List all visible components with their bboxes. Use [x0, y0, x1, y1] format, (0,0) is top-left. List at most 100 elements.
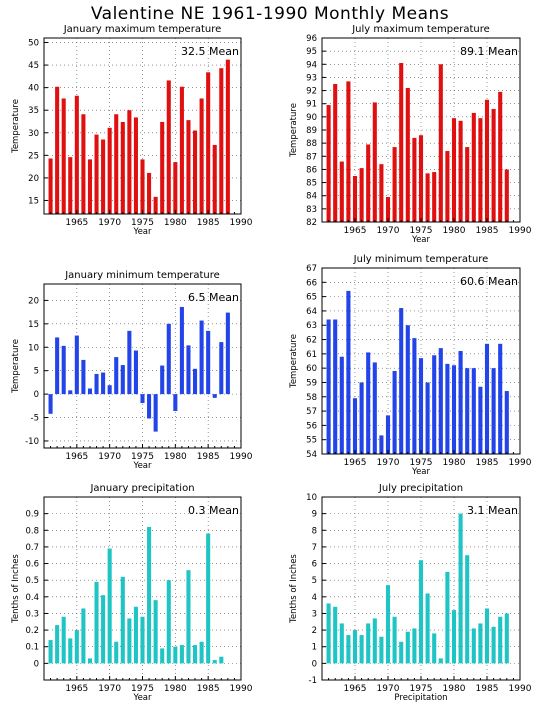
- bar-1975: [140, 616, 145, 664]
- bar-1980: [451, 610, 457, 664]
- x-tick-label: 1985: [476, 684, 499, 694]
- bar-1968: [94, 581, 99, 664]
- bar-1984: [478, 386, 483, 454]
- y-tick-label: 82: [306, 218, 317, 228]
- x-tick-label: 1965: [344, 458, 367, 468]
- y-axis-label: Tenths of Inches: [11, 554, 21, 624]
- bar-1985: [484, 99, 490, 222]
- bar-1974: [412, 338, 417, 454]
- mean-annotation: 89.1 Mean: [460, 45, 518, 58]
- mean-annotation: 6.5 Mean: [188, 291, 239, 304]
- bar-1985: [484, 608, 490, 664]
- x-tick-label: 1980: [443, 458, 466, 468]
- y-tick-label: 91: [306, 100, 317, 110]
- bar-1985: [206, 72, 211, 214]
- x-tick-label: 1980: [443, 684, 466, 694]
- bar-1972: [399, 641, 404, 664]
- bar-1984: [199, 320, 204, 395]
- y-tick-label: 95: [306, 47, 317, 57]
- y-tick-label: 3: [312, 609, 317, 619]
- bar-1981: [179, 86, 184, 214]
- bar-1973: [405, 631, 410, 664]
- y-tick-label: 0.8: [25, 526, 39, 536]
- bar-1977: [153, 196, 158, 214]
- y-tick-label: 10: [306, 493, 317, 503]
- bar-1961: [326, 105, 331, 222]
- bar-1981: [458, 120, 463, 222]
- bar-1962: [333, 84, 338, 222]
- y-tick-label: 86: [306, 165, 317, 175]
- bar-1971: [114, 114, 119, 214]
- mean-annotation: 3.1 Mean: [467, 504, 518, 517]
- y-axis-label: Temperature: [289, 334, 299, 389]
- y-tick-label: 0.7: [25, 543, 39, 553]
- x-tick-label: 1990: [509, 226, 532, 236]
- bar-1969: [101, 372, 106, 395]
- x-tick-label: 1990: [509, 684, 532, 694]
- x-axis-label: Year: [133, 461, 153, 471]
- y-tick-label: 61: [306, 350, 317, 360]
- bar-1988: [225, 59, 230, 215]
- x-tick-label: 1980: [164, 218, 187, 228]
- x-tick-label: 1980: [164, 452, 187, 462]
- x-tick-label: 1965: [344, 226, 367, 236]
- mean-annotation: 0.3 Mean: [188, 504, 239, 517]
- bar-1977: [153, 394, 158, 432]
- bar-1966: [359, 382, 364, 454]
- bar-1982: [186, 570, 191, 664]
- bar-1975: [418, 358, 424, 454]
- bar-1970: [385, 197, 391, 222]
- y-tick-label: 0.5: [25, 576, 39, 586]
- bar-1976: [425, 593, 430, 664]
- bar-1967: [366, 623, 371, 664]
- bar-1982: [465, 368, 470, 454]
- y-tick-label: 0: [34, 390, 39, 400]
- bar-1970: [107, 548, 112, 664]
- chart-title: January precipitation: [89, 483, 194, 494]
- bar-1975: [140, 159, 145, 214]
- page-title: Valentine NE 1961-1990 Monthly Means: [90, 4, 450, 24]
- bar-1983: [471, 368, 476, 454]
- bar-1962: [333, 606, 338, 664]
- bar-1963: [61, 98, 66, 214]
- bar-1969: [379, 164, 384, 222]
- y-tick-label: 87: [306, 152, 317, 162]
- chart-title: January maximum temperature: [63, 24, 222, 35]
- bar-1971: [114, 357, 119, 395]
- bar-1974: [133, 350, 138, 395]
- bar-1982: [465, 147, 470, 222]
- y-tick-label: 0.6: [25, 560, 39, 570]
- mean-annotation: 32.5 Mean: [181, 45, 239, 58]
- chart-5: 0 0.1 0.2 0.3 0.4 0.5 0.6 0.7 0.8 0.9 1965 1970 1975…: [11, 483, 253, 703]
- bar-1974: [412, 628, 417, 664]
- chart-4: 54 55 56 57 58 59 60 61 62 63 64 65 66 67 1965 1970 1975…: [289, 254, 532, 477]
- bar-1978: [160, 365, 165, 395]
- bar-1967: [366, 352, 371, 454]
- mean-annotation: 60.6 Mean: [460, 275, 518, 288]
- bar-1988: [504, 391, 509, 454]
- y-tick-label: 56: [306, 421, 317, 431]
- y-tick-label: 67: [306, 264, 317, 274]
- bar-1979: [166, 580, 171, 664]
- bar-1968: [94, 373, 99, 395]
- bar-1980: [173, 394, 178, 411]
- bar-1965: [352, 398, 358, 454]
- y-tick-label: 45: [28, 61, 39, 71]
- bar-1967: [87, 658, 93, 664]
- x-tick-label: 1975: [131, 218, 154, 228]
- bar-1967: [87, 159, 93, 214]
- bar-1965: [352, 630, 358, 664]
- bar-1968: [372, 102, 377, 222]
- bar-1980: [173, 646, 178, 664]
- x-axis-label: Year: [411, 467, 431, 477]
- bar-1975: [418, 560, 424, 664]
- bar-1969: [379, 636, 384, 664]
- x-tick-label: 1985: [197, 684, 220, 694]
- bar-1976: [425, 173, 430, 222]
- y-tick-label: 0.9: [25, 510, 39, 520]
- y-tick-label: -10: [25, 437, 39, 447]
- y-tick-label: 65: [306, 293, 317, 303]
- chart-title: January minimum temperature: [64, 270, 220, 281]
- x-tick-label: 1975: [410, 226, 433, 236]
- bar-1986: [491, 368, 496, 454]
